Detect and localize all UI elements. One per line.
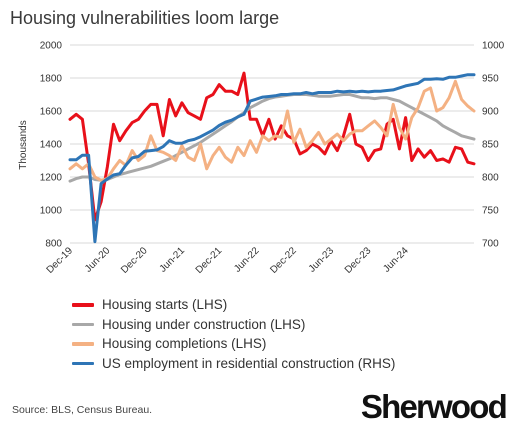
series-line-2 <box>68 79 476 182</box>
series-line-0 <box>68 71 476 222</box>
x-tick-label: Dec-19 <box>45 245 76 276</box>
y-tick-label-right: 750 <box>482 206 499 217</box>
x-tick-label: Jun-22 <box>232 245 262 275</box>
line-chart: 800 1000 1200 1400 1600 1800 2000 700 750 800 850 9… <box>18 41 505 276</box>
sherwood-logo: Sherwood <box>360 388 508 425</box>
y-tick-label-right: 700 <box>482 239 499 250</box>
x-tick-label: Jun-20 <box>83 245 113 275</box>
legend-swatch-under-construction <box>72 322 94 326</box>
y-tick-label-left: 800 <box>45 239 62 250</box>
legend: Housing starts (LHS) Housing under const… <box>72 295 395 373</box>
legend-label-employment: US employment in residential constructio… <box>102 355 396 371</box>
legend-swatch-employment <box>72 361 94 365</box>
y-tick-label-left: 1800 <box>40 74 63 85</box>
x-tick-label: Dec-23 <box>343 245 374 276</box>
legend-item-completions: Housing completions (LHS) <box>72 334 395 354</box>
legend-swatch-completions <box>72 342 94 346</box>
legend-item-under-construction: Housing under construction (LHS) <box>72 315 395 335</box>
x-tick-label: Dec-21 <box>194 245 225 276</box>
legend-item-starts: Housing starts (LHS) <box>72 295 395 315</box>
y-tick-label-right: 1000 <box>482 41 505 52</box>
legend-label-under-construction: Housing under construction (LHS) <box>102 316 306 332</box>
gridlines <box>70 44 474 244</box>
y-axis-label: Thousands <box>18 120 29 169</box>
x-tick-label: Jun-23 <box>307 245 337 275</box>
y-tick-label-left: 1600 <box>40 107 63 118</box>
x-tick-label: Dec-22 <box>268 245 299 276</box>
y-tick-label-left: 1200 <box>40 173 63 184</box>
y-tick-label-right: 900 <box>482 107 499 118</box>
y-tick-label-left: 2000 <box>40 41 63 52</box>
y-tick-label-left: 1000 <box>40 206 63 217</box>
series-lines <box>68 71 476 244</box>
y-tick-label-right: 850 <box>482 140 499 151</box>
y-tick-label-left: 1400 <box>40 140 63 151</box>
legend-label-starts: Housing starts (LHS) <box>102 297 228 313</box>
legend-swatch-starts <box>72 303 94 307</box>
chart-title: Housing vulnerabilities loom large <box>10 8 280 28</box>
x-tick-label: Jun-24 <box>381 245 411 275</box>
source-note: Source: BLS, Census Bureau. <box>12 404 153 416</box>
x-tick-label: Jun-21 <box>158 245 188 275</box>
y-tick-label-right: 800 <box>482 173 499 184</box>
x-tick-label: Dec-20 <box>119 245 150 276</box>
y-tick-label-right: 950 <box>482 74 499 85</box>
series-line-3 <box>68 73 476 244</box>
series-line-1 <box>68 93 476 183</box>
legend-item-employment: US employment in residential constructio… <box>72 354 395 374</box>
legend-label-completions: Housing completions (LHS) <box>102 336 267 352</box>
